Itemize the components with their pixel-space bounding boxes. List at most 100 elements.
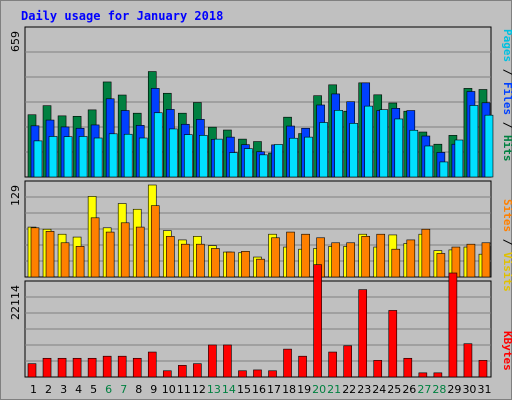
bar-pages-day-19 bbox=[304, 136, 313, 178]
bar-pages-day-26 bbox=[409, 129, 419, 178]
day-label-28: 28 bbox=[432, 383, 446, 396]
bar-kbytes-day-27 bbox=[418, 372, 428, 378]
day-label-1: 1 bbox=[30, 383, 37, 396]
bar-sites-day-26 bbox=[406, 239, 416, 278]
bar-kbytes-day-24 bbox=[373, 360, 383, 378]
bar-kbytes-day-9 bbox=[147, 351, 157, 378]
bar-kbytes-day-30 bbox=[463, 343, 473, 378]
bar-pages-day-27 bbox=[424, 145, 434, 178]
right-legend-2: KBytes bbox=[501, 331, 512, 371]
bar-pages-day-24 bbox=[379, 109, 389, 178]
bar-kbytes-day-13 bbox=[208, 344, 217, 378]
legend-part: / bbox=[501, 232, 512, 252]
bar-pages-day-11 bbox=[184, 134, 193, 178]
right-legend-1: Sites / Visits bbox=[501, 199, 512, 292]
bar-kbytes-day-16 bbox=[253, 369, 262, 378]
bar-sites-day-16 bbox=[256, 258, 265, 278]
day-label-30: 30 bbox=[462, 383, 476, 396]
bar-kbytes-day-11 bbox=[178, 365, 187, 378]
day-label-22: 22 bbox=[342, 383, 356, 396]
bar-sites-day-29 bbox=[451, 246, 461, 278]
bar-kbytes-day-3 bbox=[57, 357, 67, 378]
bar-pages-day-14 bbox=[229, 152, 238, 178]
bar-sites-day-11 bbox=[181, 243, 190, 278]
bar-pages-day-21 bbox=[334, 110, 343, 178]
bar-kbytes-day-18 bbox=[283, 348, 292, 378]
bar-sites-day-15 bbox=[241, 251, 250, 278]
bar-sites-day-25 bbox=[391, 248, 401, 278]
bar-pages-day-30 bbox=[469, 105, 479, 178]
right-legend-0: Pages / Files / Hits bbox=[501, 29, 512, 162]
bar-kbytes-day-25 bbox=[388, 310, 398, 378]
bar-sites-day-28 bbox=[436, 253, 446, 278]
bar-kbytes-day-5 bbox=[87, 357, 97, 378]
ymax-label-visits-sites: 129 bbox=[9, 185, 22, 206]
bar-pages-day-1 bbox=[33, 140, 43, 178]
legend-part: Hits bbox=[501, 135, 512, 162]
bar-kbytes-day-1 bbox=[27, 363, 37, 378]
bar-sites-day-30 bbox=[466, 243, 476, 278]
bar-pages-day-9 bbox=[153, 112, 163, 178]
bar-kbytes-day-31 bbox=[478, 360, 488, 378]
bar-pages-day-23 bbox=[364, 105, 374, 178]
legend-part: Visits bbox=[501, 252, 512, 292]
bar-kbytes-day-20 bbox=[313, 264, 322, 378]
bar-pages-day-5 bbox=[93, 137, 103, 178]
bar-kbytes-day-10 bbox=[162, 370, 172, 378]
bar-sites-day-14 bbox=[226, 251, 235, 278]
bar-pages-day-4 bbox=[78, 136, 88, 178]
bar-pages-day-13 bbox=[214, 138, 223, 178]
day-label-27: 27 bbox=[417, 383, 431, 396]
bar-sites-day-3 bbox=[60, 242, 70, 278]
bar-sites-day-2 bbox=[45, 231, 55, 278]
bar-pages-day-17 bbox=[274, 144, 283, 178]
day-label-13: 13 bbox=[207, 383, 221, 396]
day-label-17: 17 bbox=[267, 383, 281, 396]
bar-sites-day-1 bbox=[30, 227, 40, 278]
day-label-31: 31 bbox=[477, 383, 491, 396]
ymax-label-kbytes: 22114 bbox=[9, 285, 22, 320]
day-label-8: 8 bbox=[135, 383, 142, 396]
bar-sites-day-13 bbox=[211, 248, 220, 278]
day-label-21: 21 bbox=[327, 383, 341, 396]
day-label-14: 14 bbox=[222, 383, 236, 396]
day-label-16: 16 bbox=[252, 383, 266, 396]
bar-pages-day-31 bbox=[484, 114, 494, 178]
chart-title: Daily usage for January 2018 bbox=[21, 9, 224, 23]
bar-sites-day-23 bbox=[361, 236, 371, 278]
bar-pages-day-6 bbox=[108, 133, 118, 178]
bar-kbytes-day-26 bbox=[403, 357, 413, 378]
bar-kbytes-day-21 bbox=[328, 351, 337, 378]
bar-kbytes-day-17 bbox=[268, 370, 277, 378]
bar-pages-day-10 bbox=[168, 128, 178, 178]
bar-kbytes-day-23 bbox=[358, 289, 368, 378]
bar-kbytes-day-28 bbox=[433, 372, 443, 378]
bar-sites-day-27 bbox=[421, 228, 431, 278]
bar-kbytes-day-2 bbox=[42, 357, 52, 378]
bar-sites-day-18 bbox=[286, 231, 295, 278]
bar-kbytes-day-15 bbox=[238, 370, 247, 378]
ymax-label-hits-files-pages: 659 bbox=[9, 31, 22, 52]
bar-kbytes-day-29 bbox=[448, 272, 458, 378]
day-label-26: 26 bbox=[402, 383, 416, 396]
day-label-9: 9 bbox=[150, 383, 157, 396]
day-label-5: 5 bbox=[90, 383, 97, 396]
legend-part: / bbox=[501, 62, 512, 82]
bar-sites-day-17 bbox=[271, 237, 280, 278]
bar-pages-day-2 bbox=[48, 136, 58, 178]
bar-sites-day-10 bbox=[165, 236, 175, 278]
day-label-4: 4 bbox=[75, 383, 82, 396]
day-label-11: 11 bbox=[177, 383, 191, 396]
day-label-24: 24 bbox=[372, 383, 386, 396]
bar-sites-day-21 bbox=[331, 242, 340, 278]
bar-kbytes-day-4 bbox=[72, 357, 82, 378]
day-label-19: 19 bbox=[297, 383, 311, 396]
day-label-3: 3 bbox=[60, 383, 67, 396]
bar-kbytes-day-14 bbox=[223, 344, 232, 378]
bar-kbytes-day-19 bbox=[298, 355, 307, 378]
day-label-7: 7 bbox=[120, 383, 127, 396]
bar-pages-day-22 bbox=[349, 123, 358, 178]
bar-kbytes-day-6 bbox=[102, 355, 112, 378]
day-label-18: 18 bbox=[282, 383, 296, 396]
bar-kbytes-day-22 bbox=[343, 345, 352, 378]
